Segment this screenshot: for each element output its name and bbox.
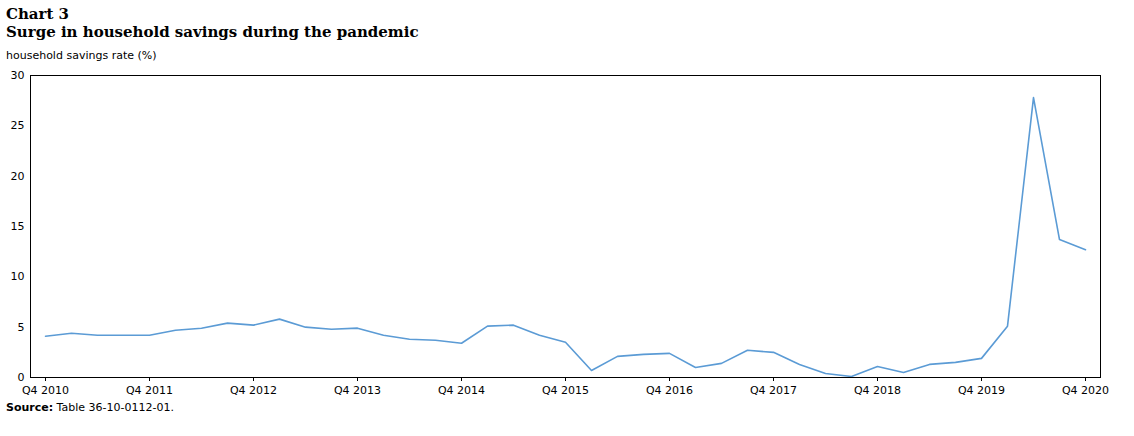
svg-text:Q4 2016: Q4 2016 — [646, 384, 693, 397]
svg-text:5: 5 — [18, 321, 25, 334]
html-text:household savings rate (%): household savings rate (%) — [6, 49, 157, 62]
svg-text:Q4 2017: Q4 2017 — [750, 384, 797, 397]
html-text:Source: Table 36-10-0112-01.: Source: Table 36-10-0112-01. — [6, 401, 174, 414]
svg-text:Q4 2020: Q4 2020 — [1062, 384, 1109, 397]
svg-text:Q4 2011: Q4 2011 — [126, 384, 173, 397]
svg-text:20: 20 — [11, 170, 25, 183]
svg-text:Q4 2012: Q4 2012 — [230, 384, 277, 397]
svg-text:Q4 2018: Q4 2018 — [854, 384, 901, 397]
svg-text:25: 25 — [11, 119, 25, 132]
html-text:Surge in household savings dur: Surge in household savings during the pa… — [6, 23, 419, 41]
svg-text:Q4 2019: Q4 2019 — [958, 384, 1005, 397]
svg-text:Q4 2013: Q4 2013 — [334, 384, 381, 397]
html-text:Chart 3: Chart 3 — [6, 5, 70, 23]
svg-text:Q4 2014: Q4 2014 — [438, 384, 485, 397]
svg-text:Q4 2015: Q4 2015 — [542, 384, 589, 397]
svg-text:Q4 2010: Q4 2010 — [22, 384, 69, 397]
svg-text:30: 30 — [11, 69, 25, 82]
svg-text:10: 10 — [11, 270, 25, 283]
svg-text:15: 15 — [11, 220, 25, 233]
svg-text:0: 0 — [18, 371, 25, 384]
